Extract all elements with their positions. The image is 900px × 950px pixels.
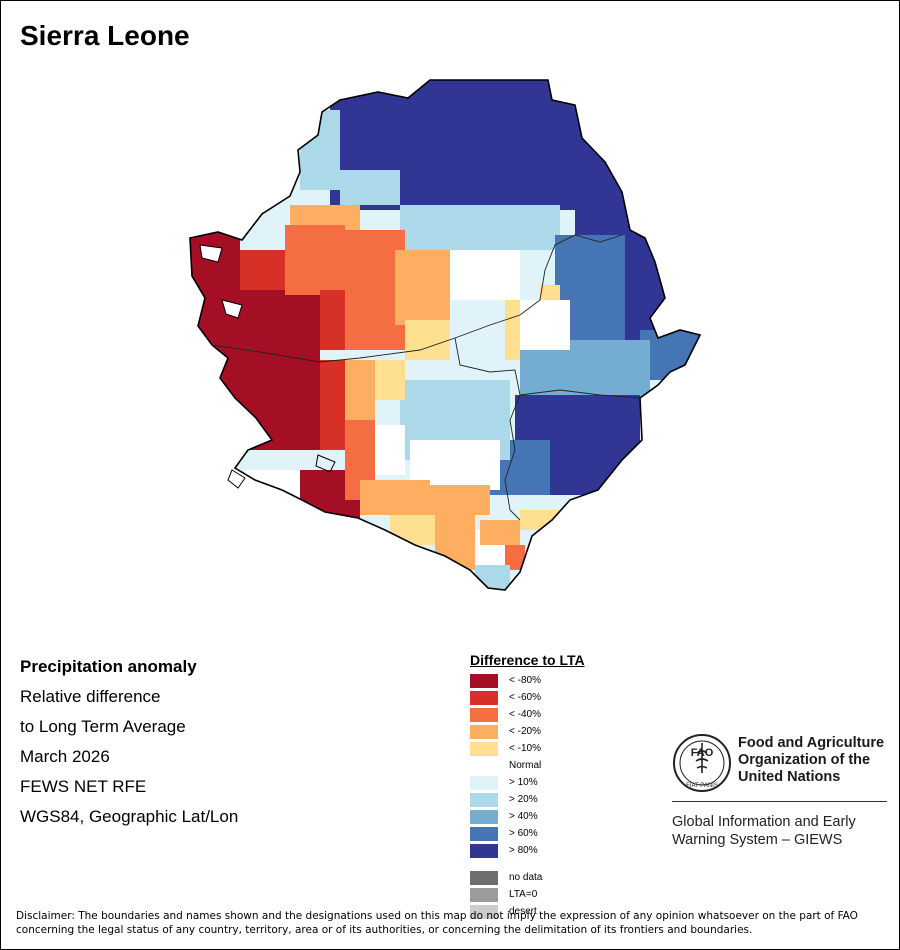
region-boundary xyxy=(454,337,521,521)
legend-swatch xyxy=(470,888,498,902)
legend-row: > 40% xyxy=(470,809,585,826)
island-outline xyxy=(227,469,246,489)
disclaimer: Disclaimer: The boundaries and names sho… xyxy=(16,910,858,936)
legend-swatch xyxy=(470,810,498,824)
anomaly-zone xyxy=(405,320,450,360)
legend-row: < -60% xyxy=(470,690,585,707)
legend-swatch xyxy=(470,759,498,773)
anomaly-zone xyxy=(240,290,320,450)
estuary-outline xyxy=(221,299,243,319)
legend-label: > 80% xyxy=(509,845,538,856)
legend: Difference to LTA < -80% < -60% < -40% < -2… xyxy=(470,652,585,921)
legend-row: > 80% xyxy=(470,843,585,860)
legend-swatch xyxy=(470,905,498,919)
legend-row: > 20% xyxy=(470,792,585,809)
anomaly-zone xyxy=(245,470,300,510)
legend-label: > 10% xyxy=(509,777,538,788)
legend-label: no data xyxy=(509,872,543,883)
anomaly-zone xyxy=(340,170,400,205)
anomaly-zone xyxy=(390,515,435,545)
info-line: Relative difference xyxy=(20,687,161,706)
legend-swatch xyxy=(470,776,498,790)
giews-line: Global Information and Early xyxy=(672,814,856,830)
legend-swatch xyxy=(470,725,498,739)
anomaly-zone xyxy=(505,545,525,570)
legend-label: < -80% xyxy=(509,675,541,686)
legend-swatch xyxy=(470,742,498,756)
anomaly-zone xyxy=(285,225,345,295)
legend-row: > 60% xyxy=(470,826,585,843)
legend-label: LTA=0 xyxy=(509,889,538,900)
info-heading: Precipitation anomaly xyxy=(20,657,197,676)
legend-label: > 60% xyxy=(509,828,538,839)
fao-emblem-icon: FAO FIAT PANIS xyxy=(673,734,731,792)
legend-label: < -10% xyxy=(509,743,541,754)
anomaly-zone xyxy=(375,360,405,400)
fao-name-line: Organization of the xyxy=(738,752,871,768)
legend-swatch xyxy=(470,827,498,841)
legend-label: > 20% xyxy=(509,794,538,805)
info-projection: WGS84, Geographic Lat/Lon xyxy=(20,807,239,826)
anomaly-zone xyxy=(480,520,520,545)
anomaly-zone xyxy=(320,360,345,450)
anomaly-zone xyxy=(395,250,450,325)
map-info: Precipitation anomaly Relative differenc… xyxy=(20,656,238,836)
region-boundary xyxy=(211,234,623,363)
legend-label: > 40% xyxy=(509,811,538,822)
legend-row: < -10% xyxy=(470,741,585,758)
map-title: Sierra Leone xyxy=(20,20,190,51)
legend-label: < -20% xyxy=(509,726,541,737)
info-source: FEWS NET RFE xyxy=(20,777,147,796)
anomaly-zone xyxy=(520,510,560,530)
legend-extra: no data LTA=0 desert xyxy=(470,870,585,921)
giews-line: Warning System – GIEWS xyxy=(672,832,843,848)
legend-swatch xyxy=(470,708,498,722)
anomaly-zone xyxy=(505,300,520,360)
legend-label: < -40% xyxy=(509,709,541,720)
legend-row: > 10% xyxy=(470,775,585,792)
anomaly-zone xyxy=(430,485,490,515)
legend-row: desert xyxy=(470,904,585,921)
fao-name-line: United Nations xyxy=(738,769,841,785)
anomaly-zone xyxy=(440,250,520,300)
legend-row: < -40% xyxy=(470,707,585,724)
legend-row: no data xyxy=(470,870,585,887)
anomaly-zone xyxy=(540,285,560,300)
legend-row: < -20% xyxy=(470,724,585,741)
info-line: to Long Term Average xyxy=(20,717,186,736)
anomaly-zone xyxy=(345,360,375,420)
estuary-outline xyxy=(199,244,223,263)
island-outline xyxy=(315,454,336,473)
anomaly-zone xyxy=(360,480,430,515)
legend-row: Normal xyxy=(470,758,585,775)
legend-row: < -80% xyxy=(470,673,585,690)
anomaly-zone xyxy=(320,290,345,350)
region-boundary xyxy=(519,389,641,399)
fao-emblem-motto: FIAT PANIS xyxy=(686,783,718,789)
fao-divider xyxy=(672,801,887,802)
legend-classes: < -80% < -60% < -40% < -20% < -10% Normal > 10… xyxy=(470,673,585,860)
anomaly-zone xyxy=(460,300,510,370)
legend-label: desert xyxy=(509,906,537,917)
legend-swatch xyxy=(470,871,498,885)
legend-swatch xyxy=(470,674,498,688)
legend-swatch xyxy=(470,691,498,705)
anomaly-zone xyxy=(400,205,560,250)
legend-swatch xyxy=(470,844,498,858)
legend-swatch xyxy=(470,793,498,807)
legend-title: Difference to LTA xyxy=(470,652,585,668)
fao-emblem-text: FAO xyxy=(691,747,714,759)
info-date: March 2026 xyxy=(20,747,110,766)
legend-row: LTA=0 xyxy=(470,887,585,904)
giews-name: Global Information and Early Warning Sys… xyxy=(672,813,900,849)
country-boundary xyxy=(189,79,702,591)
fao-name-line: Food and Agriculture xyxy=(738,735,885,751)
legend-label: Normal xyxy=(509,760,542,771)
anomaly-zone xyxy=(375,425,405,475)
fao-name: Food and Agriculture Organization of the… xyxy=(738,735,898,786)
legend-label: < -60% xyxy=(509,692,541,703)
